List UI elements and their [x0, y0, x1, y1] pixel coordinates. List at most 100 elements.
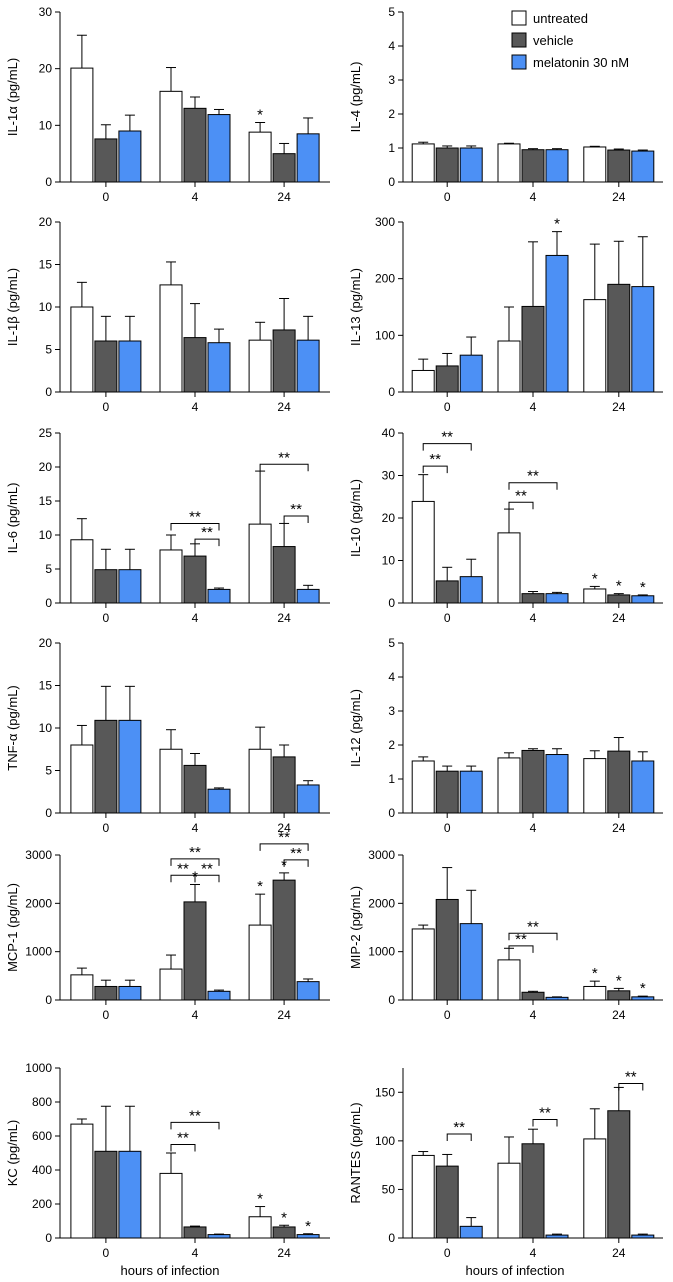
bar-vehicle-0 [94, 569, 118, 604]
bar-melatonin-24 [631, 595, 655, 604]
x-tick-label: 0 [103, 1008, 110, 1022]
bar-untreated-24 [583, 985, 607, 1001]
y-tick-label: 0 [388, 596, 395, 610]
bar-untreated-24 [583, 1138, 607, 1239]
bar-untreated-24 [583, 588, 607, 604]
y-tick-label: 1 [388, 141, 395, 155]
x-tick-label: 24 [612, 1008, 626, 1022]
bar-melatonin-4 [207, 1234, 231, 1239]
significance-star: * [592, 965, 598, 982]
x-tick-label: 0 [444, 400, 451, 414]
y-tick-label: 2 [388, 738, 395, 752]
significance-bracket-label: ** [527, 918, 539, 935]
y-tick-label: 5 [45, 343, 52, 357]
significance-bracket-label: ** [429, 451, 441, 468]
bar-melatonin-4 [545, 149, 569, 183]
y-tick-label: 800 [32, 1095, 52, 1109]
bar-untreated-0 [411, 500, 435, 604]
bar-untreated-0 [70, 744, 94, 814]
bar-untreated-24 [583, 299, 607, 393]
significance-star: * [281, 1209, 287, 1226]
y-tick-label: 0 [45, 175, 52, 189]
y-tick-label: 20 [382, 511, 396, 525]
bar-untreated-0 [70, 539, 94, 604]
significance-star: * [640, 980, 646, 997]
bar-melatonin-0 [459, 354, 483, 393]
x-tick-label: 0 [103, 611, 110, 625]
significance-bracket [446, 1133, 472, 1142]
significance-bracket-label: ** [278, 449, 290, 466]
y-axis-label: RANTES (pg/mL) [348, 1102, 363, 1203]
bar-vehicle-24 [272, 546, 296, 604]
x-tick-label: 24 [277, 821, 291, 835]
significance-bracket [532, 1118, 558, 1127]
y-tick-label: 0 [388, 1231, 395, 1245]
bar-vehicle-0 [94, 340, 118, 393]
bar-untreated-0 [70, 1123, 94, 1239]
bar-untreated-4 [497, 143, 521, 183]
significance-star: * [554, 216, 560, 233]
x-tick-label: 24 [612, 821, 626, 835]
bar-melatonin-24 [631, 1234, 655, 1239]
significance-bracket [170, 1144, 196, 1152]
significance-bracket-label: ** [515, 487, 527, 504]
y-axis-label: IL-1α (pg/mL) [5, 58, 20, 136]
bar-melatonin-0 [459, 923, 483, 1001]
x-tick-label: 24 [277, 1008, 291, 1022]
bar-vehicle-24 [272, 1226, 296, 1239]
y-tick-label: 2000 [368, 896, 395, 910]
bar-untreated-0 [411, 143, 435, 183]
x-tick-label: 24 [277, 400, 291, 414]
bar-untreated-0 [70, 974, 94, 1001]
significance-bracket [508, 501, 534, 510]
bar-vehicle-24 [272, 756, 296, 814]
bar-untreated-24 [248, 924, 272, 1001]
significance-bracket [194, 874, 220, 883]
y-tick-label: 200 [32, 1197, 52, 1211]
y-axis-label: IL-12 (pg/mL) [348, 689, 363, 767]
legend-label-untreated: untreated [533, 11, 588, 26]
bar-vehicle-0 [435, 580, 459, 604]
significance-bracket [422, 443, 472, 451]
y-tick-label: 0 [388, 993, 395, 1007]
bar-vehicle-4 [183, 764, 207, 814]
bar-untreated-0 [70, 67, 94, 183]
bar-melatonin-4 [207, 114, 231, 183]
bar-melatonin-24 [631, 760, 655, 814]
bar-melatonin-24 [631, 150, 655, 183]
bar-vehicle-24 [607, 594, 631, 604]
y-tick-label: 3000 [25, 848, 52, 862]
chart-panel-il12: 0 1 2 3 4 5 IL-12 (pg/mL) 0 4 24 [348, 636, 663, 835]
bar-untreated-0 [411, 369, 435, 393]
significance-bracket [508, 482, 558, 490]
bar-untreated-4 [159, 968, 183, 1001]
bar-vehicle-24 [607, 990, 631, 1001]
significance-bracket [508, 932, 558, 941]
y-tick-label: 600 [32, 1129, 52, 1143]
bar-melatonin-4 [545, 593, 569, 604]
y-axis-label: IL-10 (pg/mL) [348, 479, 363, 557]
y-tick-label: 200 [375, 272, 395, 286]
bar-untreated-4 [497, 757, 521, 814]
significance-bracket-label: ** [177, 860, 189, 877]
x-tick-label: 0 [444, 190, 451, 204]
bar-untreated-24 [248, 1216, 272, 1239]
x-tick-label: 0 [103, 190, 110, 204]
x-tick-label: 4 [530, 1008, 537, 1022]
y-tick-label: 400 [32, 1163, 52, 1177]
y-tick-label: 40 [382, 426, 396, 440]
bar-vehicle-0 [435, 365, 459, 393]
bar-vehicle-0 [94, 985, 118, 1001]
bar-melatonin-0 [459, 770, 483, 814]
y-axis-label: KC (pg/mL) [5, 1120, 20, 1186]
y-tick-label: 1 [388, 772, 395, 786]
bar-vehicle-4 [521, 305, 545, 393]
bar-melatonin-4 [207, 342, 231, 393]
x-tick-label: 24 [277, 1246, 291, 1260]
bar-melatonin-4 [545, 254, 569, 393]
x-tick-label: 24 [612, 400, 626, 414]
y-axis-label: MIP-2 (pg/mL) [348, 886, 363, 969]
